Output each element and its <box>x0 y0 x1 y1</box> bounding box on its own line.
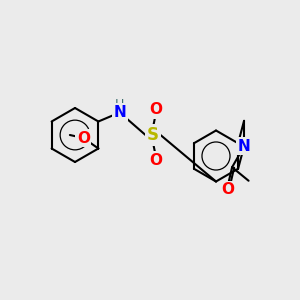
Text: O: O <box>149 153 163 168</box>
Text: O: O <box>77 130 90 146</box>
Text: O: O <box>149 102 163 117</box>
Text: S: S <box>147 126 159 144</box>
Text: H: H <box>115 98 124 112</box>
Text: N: N <box>113 105 126 120</box>
Text: N: N <box>238 139 250 154</box>
Text: O: O <box>221 182 234 197</box>
